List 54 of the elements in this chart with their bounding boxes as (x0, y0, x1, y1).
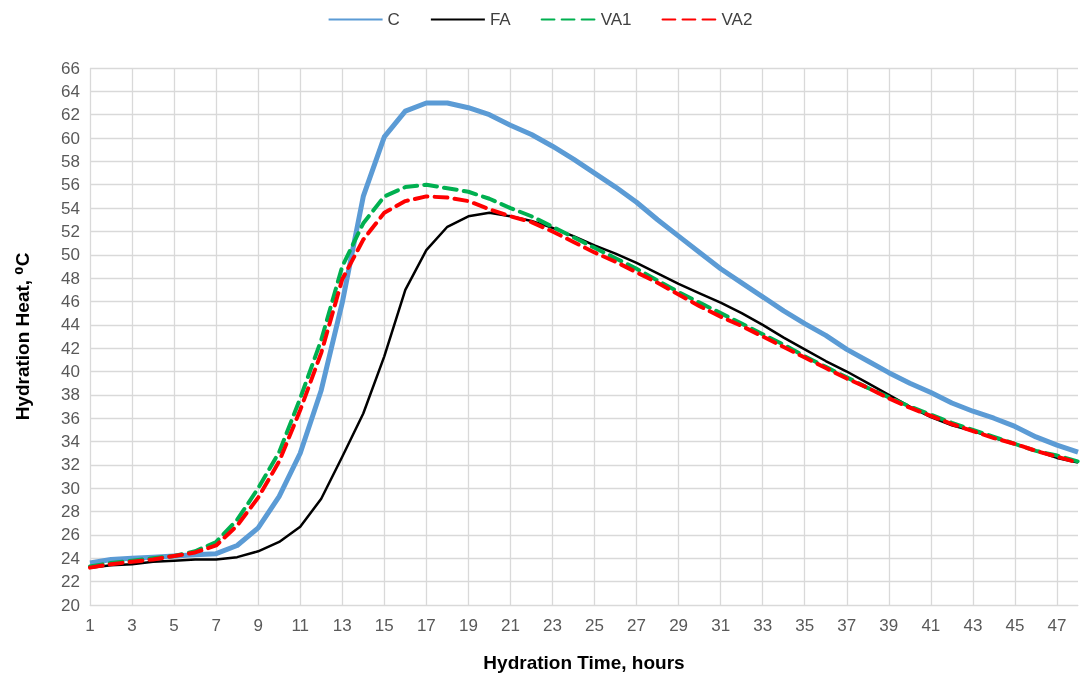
x-tick-label: 5 (169, 616, 179, 635)
legend-label: C (387, 10, 400, 29)
y-tick-label: 42 (61, 338, 80, 358)
x-tick-label: 11 (291, 616, 310, 635)
x-tick-label: 39 (879, 616, 899, 635)
y-tick-label: 22 (61, 572, 80, 592)
y-tick-label: 34 (61, 432, 80, 452)
legend-label: VA2 (721, 10, 753, 29)
x-tick-label: 43 (963, 616, 983, 635)
x-tick-label: 27 (627, 616, 647, 635)
y-tick-label: 44 (61, 315, 80, 335)
y-tick-label: 32 (61, 455, 80, 475)
y-tick-label: 38 (61, 385, 80, 405)
y-tick-label: 60 (61, 128, 80, 148)
x-tick-label: 13 (332, 616, 352, 635)
x-tick-label: 37 (837, 616, 857, 635)
x-tick-label: 35 (795, 616, 815, 635)
x-tick-label: 7 (211, 616, 221, 635)
y-tick-label: 20 (61, 595, 80, 615)
y-tick-label: 66 (61, 58, 80, 78)
y-axis-title: Hydration Heat, ⁰C (12, 252, 33, 421)
y-tick-label: 62 (61, 105, 80, 125)
y-tick-label: 56 (61, 175, 80, 195)
y-tick-label: 36 (61, 408, 80, 428)
y-tick-label: 54 (61, 198, 80, 218)
x-tick-label: 19 (458, 616, 478, 635)
x-tick-label: 25 (585, 616, 604, 635)
x-tick-label: 23 (543, 616, 562, 635)
x-tick-label: 45 (1005, 616, 1025, 635)
legend-label: FA (489, 10, 512, 29)
y-tick-label: 64 (61, 81, 80, 101)
y-tick-label: 46 (61, 291, 80, 311)
x-tick-label: 21 (500, 616, 520, 635)
x-axis-title: Hydration Time, hours (483, 652, 685, 673)
x-tick-label: 15 (374, 616, 394, 635)
x-tick-label: 29 (669, 616, 689, 635)
y-tick-label: 26 (61, 525, 80, 545)
x-tick-label: 17 (416, 616, 436, 635)
y-tick-label: 50 (61, 245, 80, 265)
legend-label: VA1 (600, 10, 632, 29)
x-tick-label: 1 (85, 616, 95, 635)
x-tick-label: 47 (1047, 616, 1067, 635)
x-tick-label: 9 (253, 616, 263, 635)
x-tick-label: 41 (921, 616, 941, 635)
x-tick-label: 33 (753, 616, 773, 635)
y-tick-label: 48 (61, 268, 80, 288)
y-tick-label: 30 (61, 478, 80, 498)
y-tick-label: 28 (61, 502, 80, 522)
y-tick-label: 40 (61, 362, 80, 382)
y-tick-label: 58 (61, 151, 80, 171)
x-tick-label: 31 (711, 616, 731, 635)
x-tick-label: 3 (127, 616, 137, 635)
y-tick-label: 24 (61, 548, 80, 568)
y-tick-label: 52 (61, 221, 80, 241)
